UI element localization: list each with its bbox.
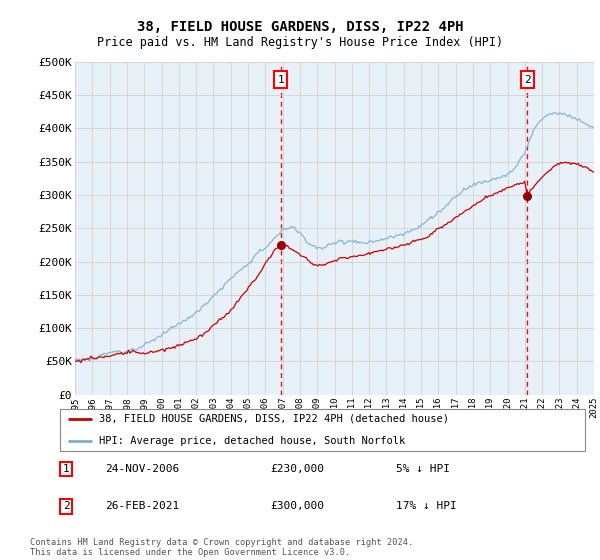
Text: 38, FIELD HOUSE GARDENS, DISS, IP22 4PH (detached house): 38, FIELD HOUSE GARDENS, DISS, IP22 4PH … [100,414,449,424]
Text: Price paid vs. HM Land Registry's House Price Index (HPI): Price paid vs. HM Land Registry's House … [97,36,503,49]
Text: £230,000: £230,000 [270,464,324,474]
Text: 2: 2 [63,501,70,511]
Text: £300,000: £300,000 [270,501,324,511]
Text: 17% ↓ HPI: 17% ↓ HPI [396,501,457,511]
Text: 1: 1 [277,74,284,85]
FancyBboxPatch shape [60,409,585,451]
Text: 38, FIELD HOUSE GARDENS, DISS, IP22 4PH: 38, FIELD HOUSE GARDENS, DISS, IP22 4PH [137,20,463,34]
Text: HPI: Average price, detached house, South Norfolk: HPI: Average price, detached house, Sout… [100,436,406,446]
Text: 5% ↓ HPI: 5% ↓ HPI [396,464,450,474]
Text: 26-FEB-2021: 26-FEB-2021 [104,501,179,511]
Text: Contains HM Land Registry data © Crown copyright and database right 2024.
This d: Contains HM Land Registry data © Crown c… [30,538,413,557]
Text: 2: 2 [524,74,531,85]
Text: 24-NOV-2006: 24-NOV-2006 [104,464,179,474]
Text: 1: 1 [63,464,70,474]
